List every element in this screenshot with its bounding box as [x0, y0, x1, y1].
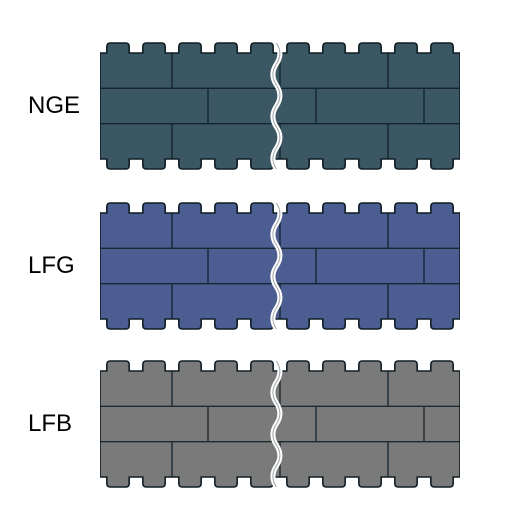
belt-label: LFG: [28, 252, 75, 280]
belt-row-nge: NGE: [0, 36, 512, 176]
belt-label: LFB: [28, 410, 72, 438]
belt-row-lfg: LFG: [0, 196, 512, 336]
belt-variants-figure: NGE LFG LFB: [0, 0, 512, 512]
belt-label: NGE: [28, 92, 80, 120]
belt-svg: [100, 354, 460, 494]
belt-svg: [100, 196, 460, 336]
belt-graphic: [100, 354, 460, 494]
belt-graphic: [100, 196, 460, 336]
belt-graphic: [100, 36, 460, 176]
belt-svg: [100, 36, 460, 176]
belt-row-lfb: LFB: [0, 354, 512, 494]
